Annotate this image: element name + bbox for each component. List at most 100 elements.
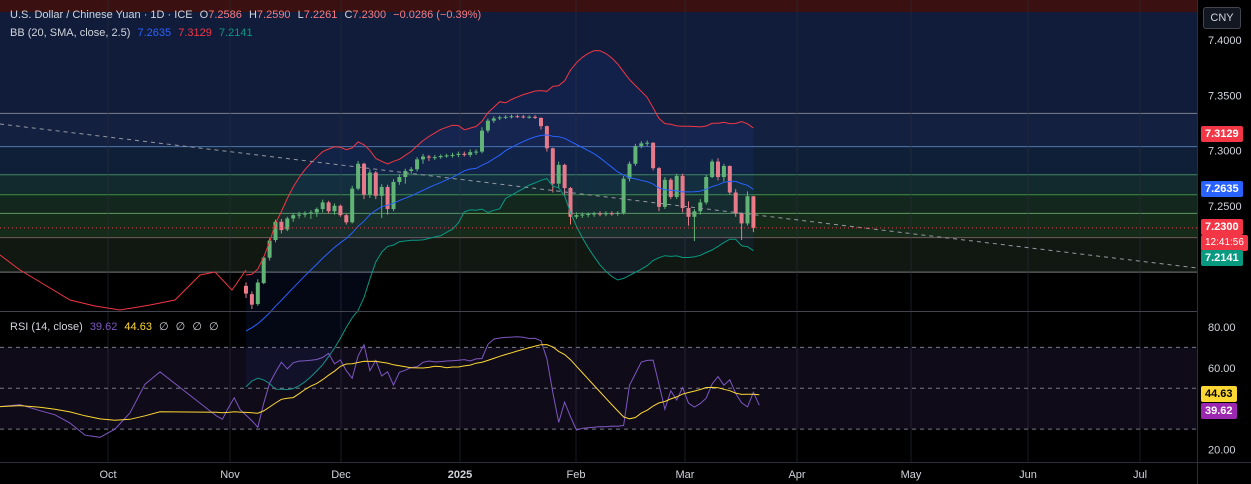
candle-body <box>692 211 697 217</box>
candle-body <box>415 159 420 170</box>
time-axis-label: May <box>901 469 922 481</box>
fib-band <box>0 194 1197 214</box>
candle-body <box>385 186 390 210</box>
rsi-value-tag: 39.62 <box>1201 403 1237 419</box>
rsi-label[interactable]: RSI (14, close) <box>10 321 83 333</box>
candle-body <box>645 142 650 144</box>
candle-body <box>562 164 567 189</box>
bb-band-fill <box>246 50 754 390</box>
fib-band <box>0 113 1197 147</box>
candle-body <box>308 212 313 214</box>
close-price-tag: 7.2300 <box>1201 219 1243 235</box>
candle-body <box>509 116 514 118</box>
candle-body <box>609 213 614 215</box>
time-axis-label: Apr <box>788 469 805 481</box>
candle-body <box>485 120 490 131</box>
candle-body <box>438 156 443 158</box>
bb-lower-value: 7.2141 <box>218 27 253 39</box>
candle-body <box>639 143 644 147</box>
candle-body <box>397 177 402 182</box>
candle-body <box>356 163 361 189</box>
ohlc-close-label: C7.2300 <box>344 9 387 21</box>
candle-body <box>491 118 496 121</box>
time-axis-label: Mar <box>676 469 695 481</box>
candle-body <box>285 218 290 230</box>
candle-body <box>710 161 715 178</box>
ohlc-high-value: 7.2590 <box>256 9 291 21</box>
bb-basis-line <box>245 134 754 332</box>
candle-body <box>255 282 260 305</box>
candle-body <box>303 213 307 215</box>
currency-button[interactable]: CNY <box>1203 7 1241 29</box>
time-axis-label: Oct <box>99 469 116 481</box>
candle-body <box>279 221 284 231</box>
candle-body <box>432 157 437 159</box>
candle-body <box>745 196 750 224</box>
rsi-legend: RSI (14, close) 39.62 44.63 ∅ ∅ ∅ ∅ <box>10 320 223 333</box>
candle-body <box>627 163 632 179</box>
candle-body <box>662 179 667 207</box>
candle-body <box>409 169 414 171</box>
bb-lower-line <box>245 178 754 391</box>
candle-body <box>527 116 532 118</box>
fib-band <box>0 237 1197 273</box>
candle-body <box>497 117 502 119</box>
candle-body <box>751 196 756 228</box>
ohlc-high-label: H7.2590 <box>248 9 291 21</box>
ohlc-open-label: O7.2586 <box>199 9 242 21</box>
candle-body <box>273 221 278 241</box>
rsi-extra-4: ∅ <box>208 321 219 333</box>
rsi-extra-2: ∅ <box>175 321 186 333</box>
bb-upper-line-left <box>0 254 247 311</box>
countdown-tag: 12:41:56 <box>1201 235 1248 251</box>
candle-body <box>261 257 266 284</box>
bb-upper-line <box>245 50 754 276</box>
rsi-ma-value: 44.63 <box>124 321 152 333</box>
candle-body <box>379 186 384 196</box>
candle-body <box>320 202 325 210</box>
candle-body <box>668 179 673 197</box>
candle-body <box>704 177 709 203</box>
ohlc-low-label: L7.2261 <box>297 9 338 21</box>
candle-body <box>373 172 378 196</box>
bb-upper-value: 7.3129 <box>178 27 212 39</box>
candle-body <box>592 213 597 215</box>
rsi-value: 39.62 <box>89 321 118 333</box>
candle-body <box>462 153 467 155</box>
price-tick-label: 7.4000 <box>1208 35 1242 47</box>
candle-body <box>426 156 431 158</box>
rsi-extra-3: ∅ <box>192 321 202 333</box>
symbol-legend: U.S. Dollar / Chinese Yuan · 1D · ICE O7… <box>10 9 485 21</box>
trendline <box>0 123 1198 269</box>
candle-body <box>314 209 319 213</box>
candle-body <box>391 181 396 210</box>
candle-body <box>503 116 508 118</box>
candle-body <box>444 155 449 157</box>
price-tick-label: 7.2500 <box>1208 201 1242 213</box>
candle-body <box>480 130 484 152</box>
time-axis-label: Dec <box>331 469 351 481</box>
candle-body <box>651 142 656 169</box>
time-axis-label: Nov <box>220 469 240 481</box>
bb-label[interactable]: BB (20, SMA, close, 2.5) <box>10 27 131 39</box>
candle-body <box>515 116 520 118</box>
candle-body <box>338 205 343 216</box>
symbol-title[interactable]: U.S. Dollar / Chinese Yuan · 1D · ICE <box>10 9 193 21</box>
fib-band-top <box>0 12 1197 114</box>
candle-body <box>733 192 738 214</box>
candle-body <box>598 213 602 215</box>
candle-body <box>580 214 585 216</box>
rsi-tick-label: 20.00 <box>1208 445 1236 457</box>
candle-body <box>244 285 248 294</box>
candle-body <box>716 161 720 178</box>
candle-body <box>350 188 355 223</box>
candle-body <box>297 214 302 216</box>
change-value: −0.0286 (−0.39%) <box>393 9 482 21</box>
rsi-extra-1: ∅ <box>159 321 169 333</box>
fib-band-top-red <box>0 0 1197 12</box>
candle-body <box>267 240 272 258</box>
rsi-band-fill <box>0 347 1197 430</box>
candle-body <box>533 116 538 118</box>
candle-body <box>568 188 573 217</box>
